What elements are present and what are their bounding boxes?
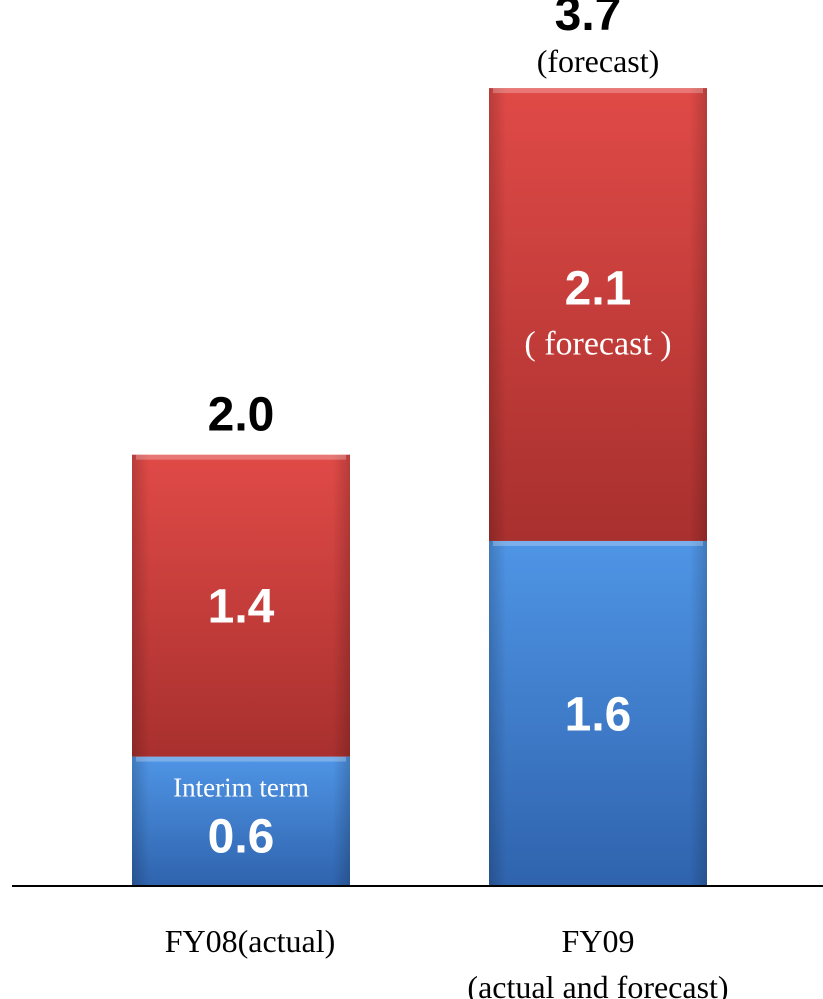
bar-segment-shade-1-1 (132, 756, 350, 886)
bar-segment-highlight-1-1 (136, 756, 346, 762)
category-label: FY08(actual) (165, 923, 336, 959)
segment-value-label: 1.6 (565, 688, 632, 741)
bar-segment-shade-2-2 (489, 88, 707, 541)
bar-segment-highlight-2-1 (493, 540, 703, 546)
bar-segment-highlight-2-2 (493, 88, 703, 94)
segment-value-label: 2.1 (565, 263, 632, 316)
bar-segment-highlight-1-2 (136, 454, 346, 460)
total-value-label: 2.0 (208, 389, 275, 442)
segment-value-label: 1.4 (208, 581, 275, 634)
bars-layer (132, 88, 707, 886)
category-label: (actual and forecast) (467, 969, 728, 999)
segment-note: ( forecast ) (524, 326, 671, 363)
bar-segment-shade-2-1 (489, 540, 707, 886)
labels-layer: Interim term 0.6 1.4 2.0 1.6 2.1 ( forecast ) 3… (165, 0, 729, 999)
segment-value-label: 0.6 (208, 811, 275, 864)
total-value-label: 3.7 (555, 0, 622, 41)
bar-segment-shade-1-2 (132, 454, 350, 757)
segment-note: Interim term (173, 773, 309, 803)
category-label: FY09 (562, 923, 635, 959)
total-note: (forecast) (537, 43, 660, 79)
